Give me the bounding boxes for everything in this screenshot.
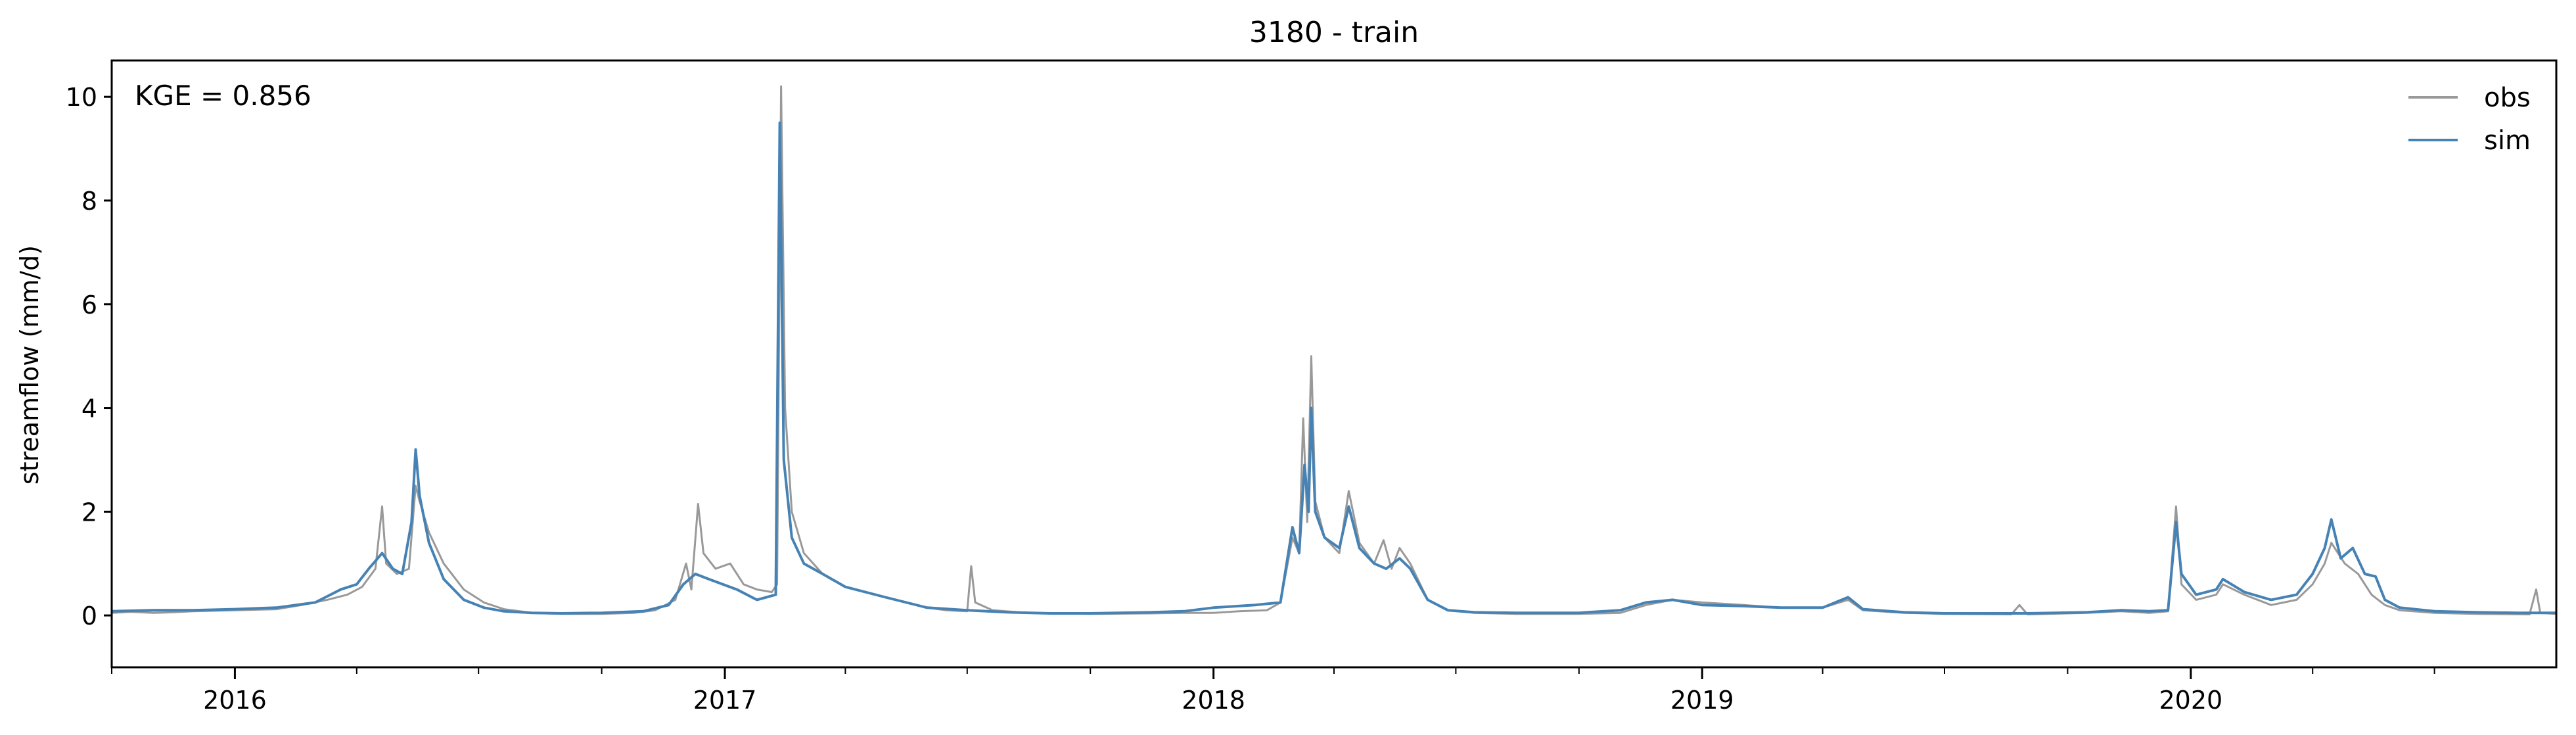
x-tick-label: 2017 <box>693 686 757 715</box>
y-tick-label: 8 <box>81 187 97 216</box>
y-tick-label: 4 <box>81 394 97 423</box>
y-tick-label: 10 <box>66 83 97 112</box>
y-tick-label: 2 <box>81 498 97 527</box>
series-layer <box>112 86 2556 614</box>
legend-label-obs: obs <box>2484 83 2531 113</box>
plot-area <box>112 60 2556 667</box>
legend-label-sim: sim <box>2484 126 2531 156</box>
x-axis: 2016 2017 2018 2019 2020 <box>112 667 2435 715</box>
chart-title: 3180 - train <box>1249 16 1419 49</box>
y-tick-label: 6 <box>81 291 97 320</box>
y-axis: 0 2 4 6 8 10 <box>66 83 112 630</box>
x-tick-label: 2016 <box>203 686 267 715</box>
x-tick-label: 2018 <box>1182 686 1245 715</box>
plot-frame <box>112 60 2556 667</box>
y-tick-label: 0 <box>81 602 97 630</box>
legend: obs sim <box>2408 83 2531 156</box>
x-tick-label: 2020 <box>2159 686 2222 715</box>
y-axis-label: streamflow (mm/d) <box>15 245 44 485</box>
x-tick-label: 2019 <box>1670 686 1734 715</box>
kge-annotation: KGE = 0.856 <box>135 80 311 112</box>
series-line-obs <box>112 86 2556 614</box>
series-line-sim <box>112 123 2556 613</box>
